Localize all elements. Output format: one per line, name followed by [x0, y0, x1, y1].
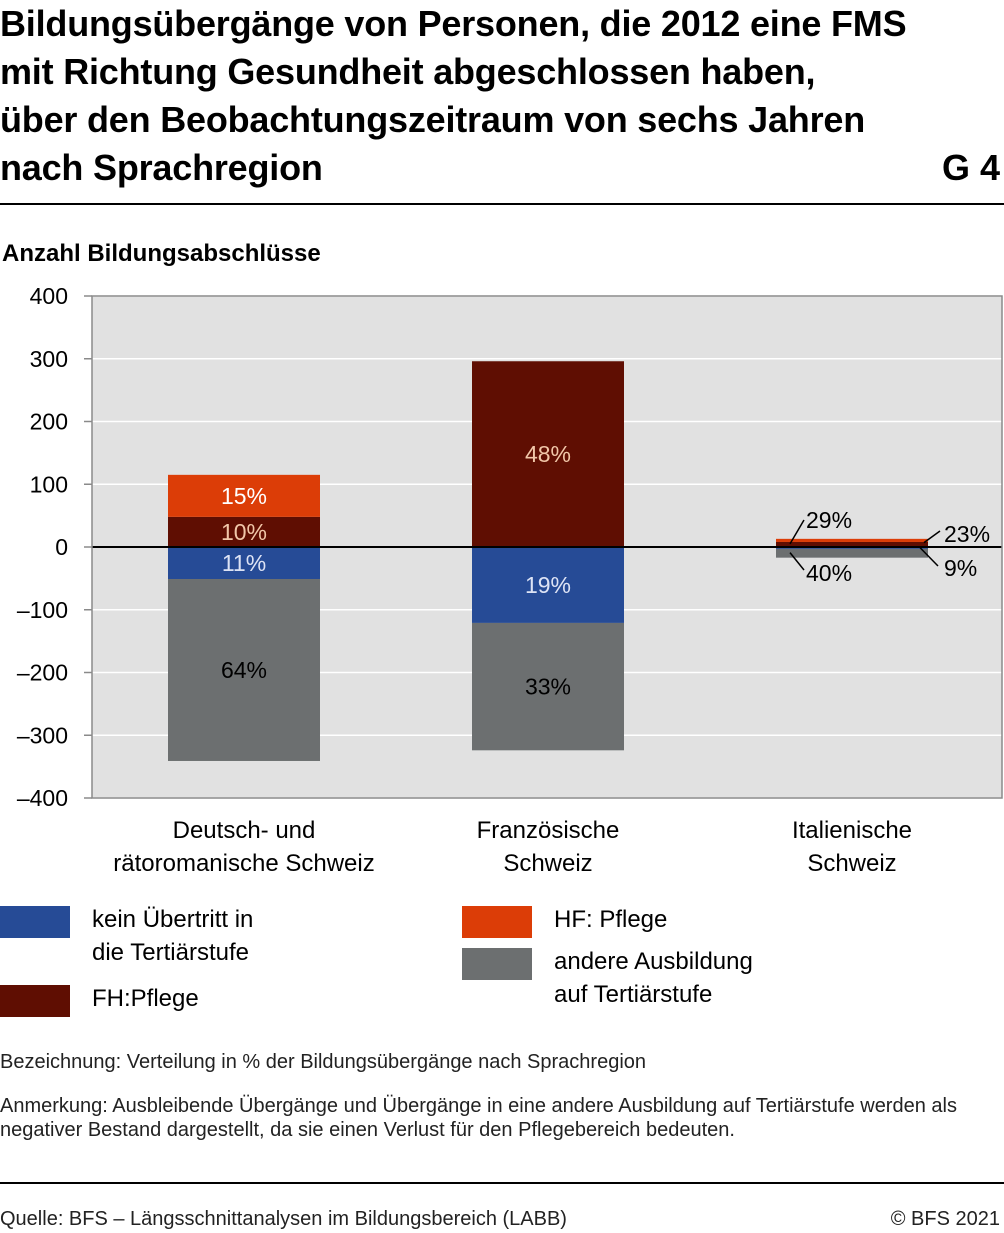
data-label: 9% — [944, 555, 977, 581]
y-tick-label: –100 — [17, 597, 68, 623]
title-line-4: nach Sprachregion — [0, 147, 323, 188]
data-label: 48% — [525, 441, 571, 467]
legend-label-hf: HF: Pflege — [554, 906, 668, 933]
data-label: 11% — [222, 550, 266, 576]
bar-andere — [472, 622, 624, 751]
chart-title: Bildungsübergänge von Personen, die 2012… — [0, 0, 960, 192]
note-anmerkung: Anmerkung: Ausbleibende Übergänge und Üb… — [0, 1095, 957, 1141]
data-label: 10% — [221, 519, 267, 545]
data-label: 33% — [525, 674, 571, 700]
chart-id: G 4 — [941, 147, 1000, 188]
x-tick-label: Italienische — [792, 817, 912, 844]
note-bezeichnung: Bezeichnung: Verteilung in % der Bildung… — [0, 1051, 647, 1073]
x-tick-label: Französische — [477, 817, 620, 844]
bar-chart: 400 300 200 100 0 –100 –200 –300 –400 10% 15% 11% 64… — [17, 283, 1003, 877]
y-tick-label: –400 — [17, 785, 68, 811]
copyright: © BFS 2021 — [890, 1208, 1000, 1230]
y-tick-label: 300 — [30, 346, 68, 372]
bar-hf — [168, 474, 320, 517]
bar-hf — [776, 538, 928, 542]
x-tick-label: Schweiz — [503, 850, 592, 877]
x-tick-label: rätoromanische Schweiz — [113, 850, 374, 877]
bottom-divider — [0, 1182, 1004, 1184]
data-label: 29% — [806, 507, 852, 533]
source-note: Quelle: BFS – Längsschnittanalysen im Bi… — [0, 1208, 567, 1230]
data-label: 23% — [944, 521, 990, 547]
bar-andere — [168, 579, 320, 761]
bar-andere — [776, 548, 928, 558]
y-tick-label: –300 — [17, 722, 68, 748]
y-tick-label: 100 — [30, 471, 68, 497]
title-line-3: über den Beobachtungszeitraum von sechs … — [0, 99, 866, 140]
y-tick-label: –200 — [17, 660, 68, 686]
legend-label-kein: kein Übertritt in die Tertiärstufe — [92, 906, 254, 966]
data-label: 19% — [525, 572, 571, 598]
bar-kein — [472, 547, 624, 623]
callout-line — [923, 530, 941, 544]
legend-swatch-fh — [0, 985, 70, 1017]
callout-line — [789, 552, 805, 571]
y-tick-label: 200 — [30, 409, 68, 435]
callout-line — [919, 547, 939, 567]
y-axis-label: Anzahl Bildungsabschlüsse — [2, 240, 321, 267]
bar-kein — [168, 547, 320, 580]
data-label: 64% — [221, 657, 267, 683]
legend-item-fh: FH:Pflege — [0, 985, 199, 1017]
legend-swatch-andere — [462, 948, 532, 980]
title-line-1: Bildungsübergänge von Personen, die 2012… — [0, 3, 907, 44]
bar-fh — [776, 541, 928, 547]
legend-item-kein: kein Übertritt in die Tertiärstufe — [0, 906, 253, 969]
x-tick-label: Deutsch- und — [173, 817, 316, 844]
bar-fh — [168, 516, 320, 547]
legend-label-andere: andere Ausbildung auf Tertiärstufe — [554, 948, 753, 1008]
top-divider — [0, 203, 1004, 205]
legend-label-fh: FH:Pflege — [92, 985, 199, 1012]
y-tick-label: 0 — [55, 534, 68, 560]
callout-line — [789, 519, 805, 545]
title-line-2: mit Richtung Gesundheit abgeschlossen ha… — [0, 51, 816, 92]
legend-swatch-hf — [462, 906, 532, 938]
x-tick-label: Schweiz — [807, 850, 896, 877]
data-label: 40% — [806, 560, 852, 586]
y-tick-label: 400 — [30, 283, 68, 309]
bar-fh — [472, 361, 624, 547]
data-label: 15% — [221, 483, 267, 509]
legend-item-hf: HF: Pflege — [462, 906, 667, 938]
legend-item-andere: andere Ausbildung auf Tertiärstufe — [462, 948, 753, 1011]
legend-swatch-kein — [0, 906, 70, 938]
